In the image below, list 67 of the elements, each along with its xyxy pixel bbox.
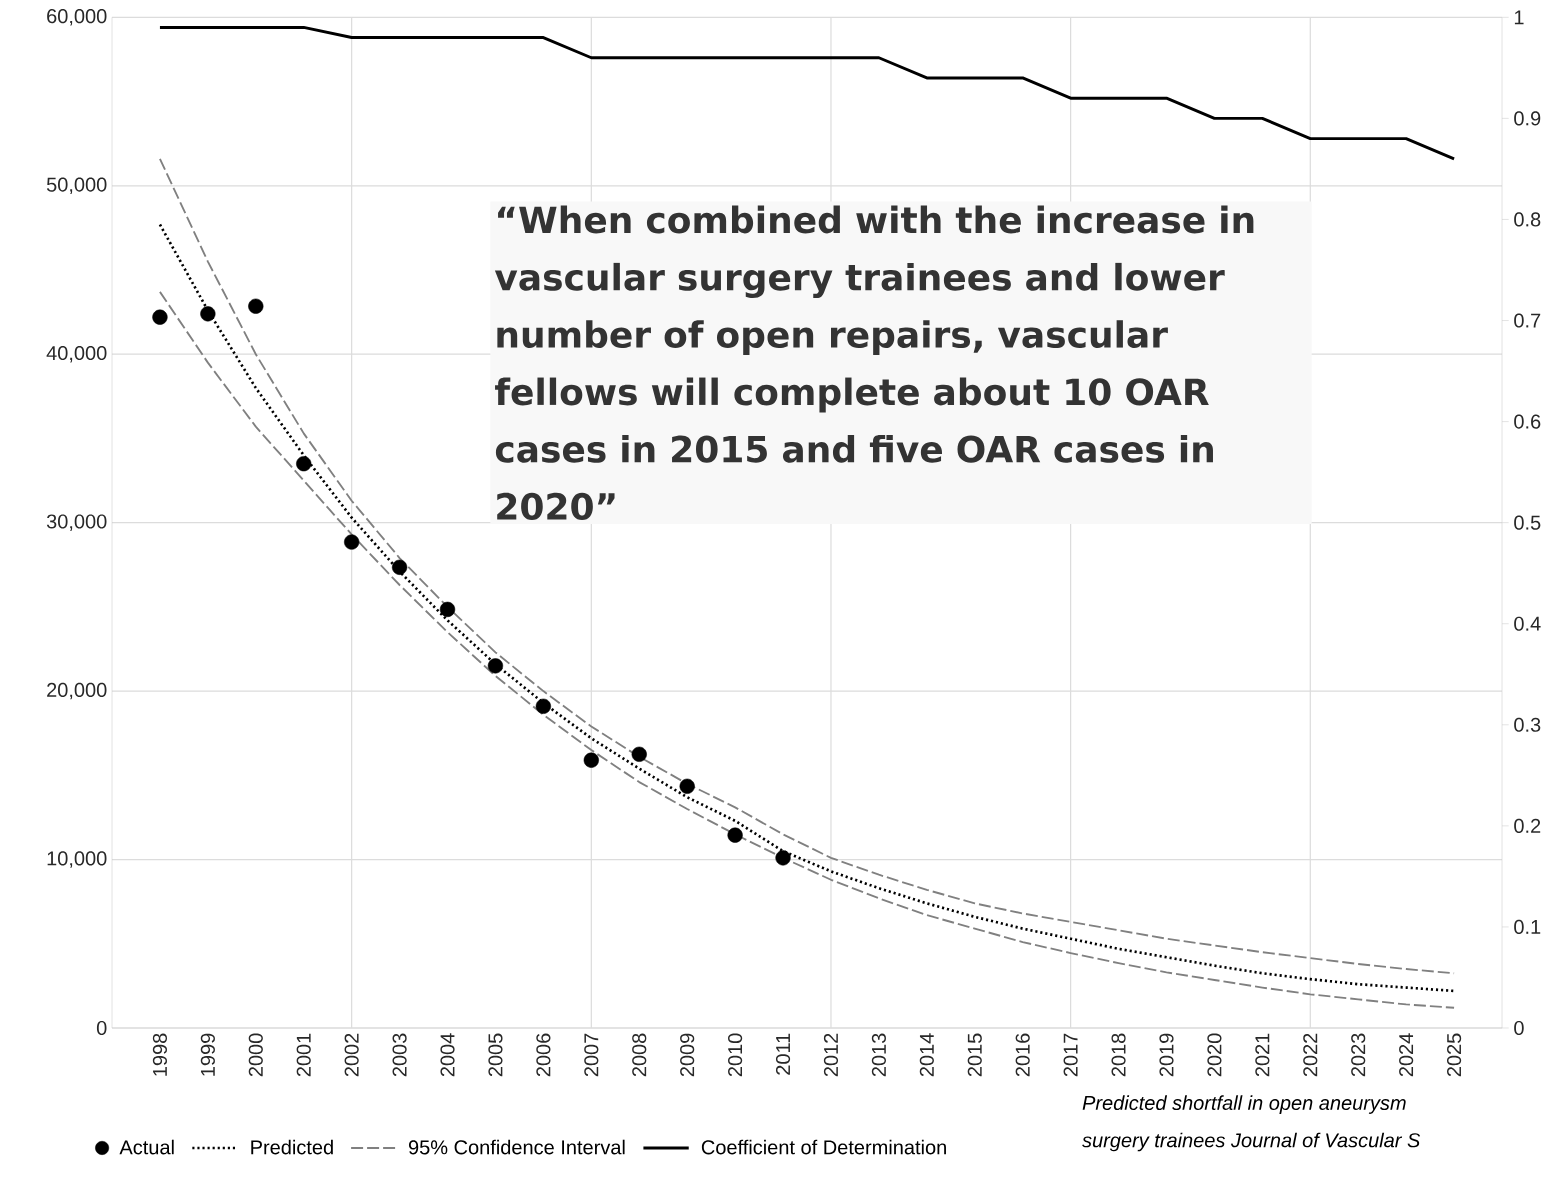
x-tick-label: 2018 <box>1111 1033 1126 1077</box>
x-tick-label: 2025 <box>1447 1033 1462 1077</box>
x-tick-label: 2017 <box>1063 1033 1078 1077</box>
y2-tick-label: 0.6 <box>1514 414 1541 429</box>
point <box>631 746 647 762</box>
x-tick-label: 2010 <box>728 1033 743 1077</box>
y-tick-label: 30,000 <box>46 514 107 531</box>
legend-label: 95% Confidence Interval <box>408 1139 625 1155</box>
x-tick-label: 2009 <box>680 1033 695 1077</box>
x-tick-label: 2012 <box>823 1033 839 1077</box>
x-tick-label: 1999 <box>200 1033 215 1076</box>
y2-tick-label: 0.5 <box>1514 515 1541 530</box>
point <box>439 601 456 618</box>
y2-tick-label: 0.1 <box>1514 919 1541 934</box>
x-tick-label: 2022 <box>1303 1033 1318 1077</box>
x-tick-label: 2000 <box>248 1033 263 1077</box>
x-tick-label: 1998 <box>152 1033 168 1076</box>
y2-tick-label: 0.9 <box>1514 111 1541 126</box>
x-tick-label: 2019 <box>1159 1033 1174 1077</box>
text: surgery trainees Journal of Vascular S <box>1082 1132 1421 1152</box>
x-tick-label: 2005 <box>488 1033 503 1077</box>
x-tick-label: 2004 <box>440 1033 455 1077</box>
point <box>775 850 791 866</box>
y-tick-label: 0 <box>96 1020 107 1036</box>
x-tick-label: 2003 <box>392 1033 407 1077</box>
x-tick-label: 2024 <box>1399 1033 1414 1077</box>
y-tick-label: 50,000 <box>46 177 107 195</box>
x-tick-label: 2011 <box>775 1033 791 1075</box>
point <box>487 658 504 674</box>
annotation: “When combined with the increase in vascular surgery trainees and lower number of open repairs, vascular fellows will complete about 10 OAR cases in 2015 and five OAR cases in 2020” <box>494 205 1254 521</box>
x-tick-label: 2021 <box>1255 1033 1270 1077</box>
x-tick-label: 2007 <box>584 1033 599 1077</box>
x-tick-label: 2014 <box>919 1033 934 1077</box>
y2-tick-label: 1 <box>1514 10 1524 25</box>
legend-label: Predicted <box>251 1139 333 1155</box>
x-tick-label: 2013 <box>871 1033 886 1077</box>
point <box>535 698 551 714</box>
text: Predicted shortfall in open aneurysm <box>1082 1095 1406 1114</box>
y-tick-label: 60,000 <box>47 9 107 26</box>
x-tick-label: 2020 <box>1207 1033 1222 1077</box>
x-tick-label: 2001 <box>296 1033 311 1077</box>
x-tick-label: 2016 <box>1015 1033 1030 1077</box>
point <box>391 559 408 575</box>
x-tick-label: 2002 <box>344 1033 359 1077</box>
point <box>200 306 216 322</box>
x-tick-label: 2008 <box>632 1033 647 1077</box>
legend-label: Coefficient of Determination <box>701 1139 946 1155</box>
y2-tick-label: 0 <box>1514 1020 1524 1036</box>
y-tick-label: 10,000 <box>47 851 107 868</box>
x-tick-label: 2015 <box>967 1033 982 1077</box>
y2-tick-label: 0.8 <box>1514 212 1541 227</box>
point <box>248 298 264 314</box>
y2-tick-label: 0.3 <box>1514 717 1541 732</box>
y-tick-label: 20,000 <box>47 682 107 700</box>
y2-tick-label: 0.4 <box>1514 616 1541 631</box>
point <box>727 827 743 843</box>
x-tick-label: 2023 <box>1351 1033 1366 1077</box>
y-tick-label: 40,000 <box>46 345 107 363</box>
legend-label: Actual <box>119 1139 174 1155</box>
point <box>296 456 312 472</box>
point <box>679 778 695 794</box>
y2-tick-label: 0.2 <box>1514 818 1541 833</box>
y2-tick-label: 0.7 <box>1514 313 1541 328</box>
x-tick-label: 2006 <box>536 1033 551 1077</box>
point <box>152 309 168 325</box>
point <box>583 752 599 768</box>
point <box>344 534 360 550</box>
